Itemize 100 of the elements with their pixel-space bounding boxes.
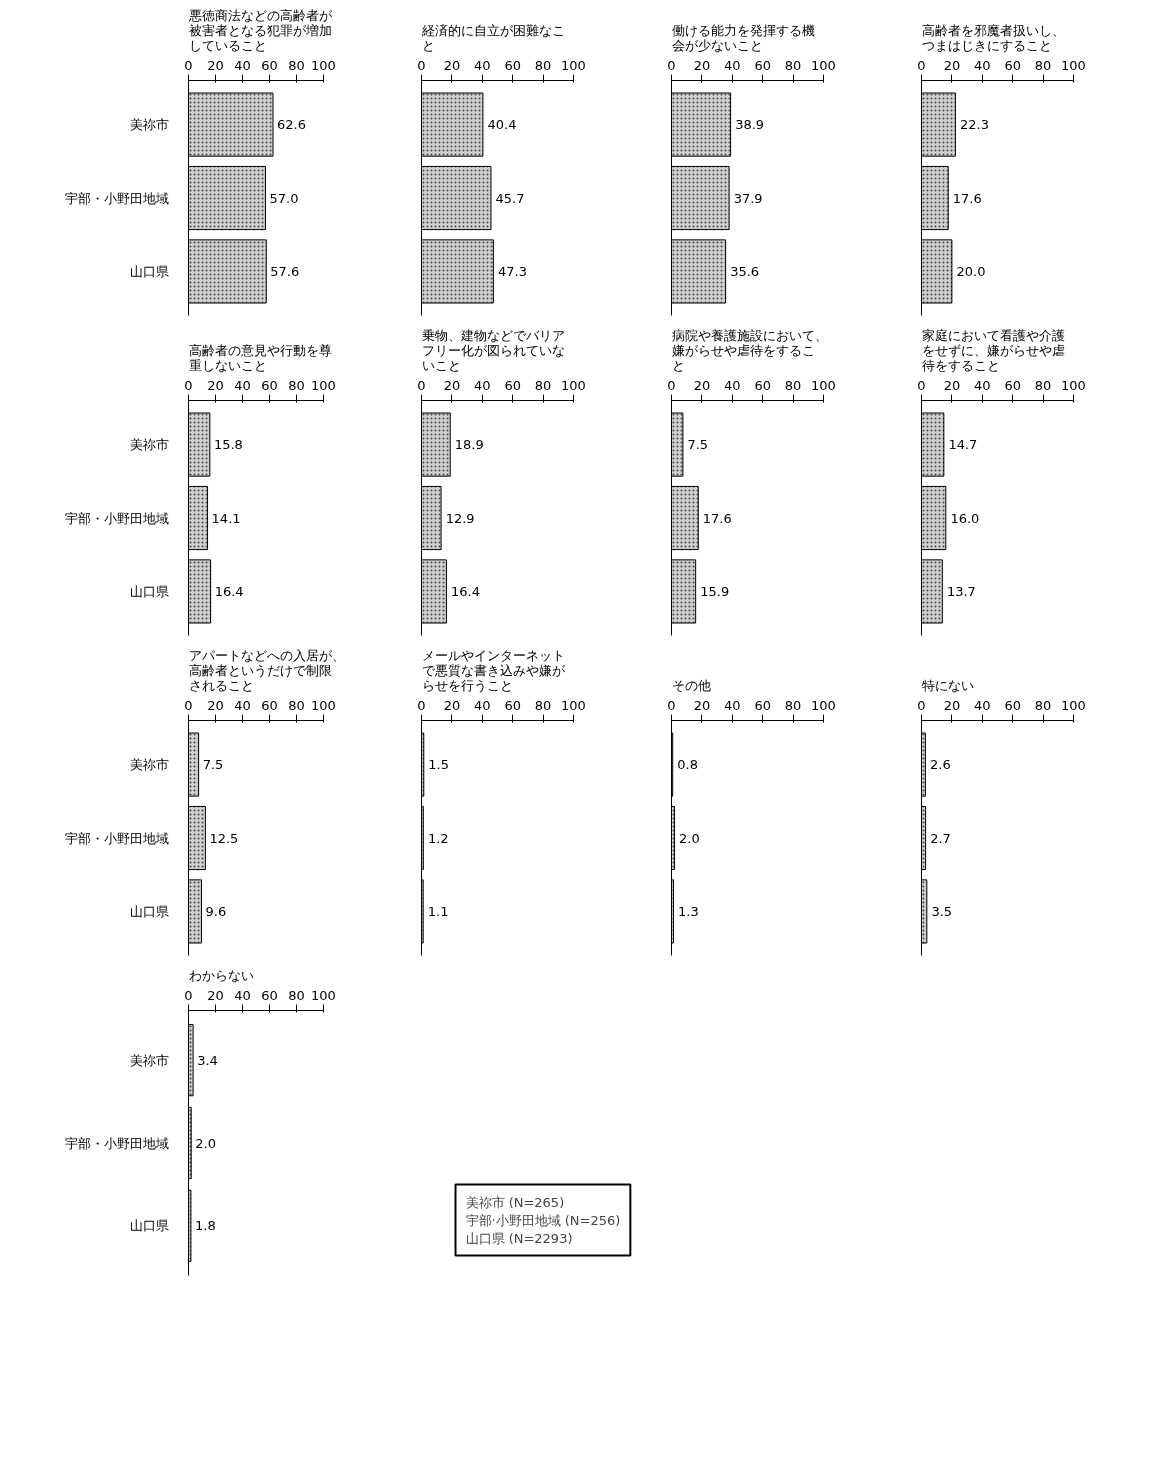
x-tick-label: 20: [943, 377, 961, 393]
x-tick-label: 0: [184, 377, 193, 393]
x-tick-label: 0: [917, 57, 926, 73]
data-label: 22.3: [959, 117, 989, 133]
y-tick-label: 美祢市: [129, 1052, 169, 1068]
y-tick-label: 山口県: [129, 1218, 169, 1234]
data-label: 2.6: [930, 757, 951, 773]
x-tick-label: 0: [417, 697, 426, 713]
x-tick-label: 20: [693, 377, 711, 393]
chart-title: 特にない: [921, 677, 974, 693]
x-tick-label: 80: [534, 377, 552, 393]
x-tick-label: 20: [443, 377, 461, 393]
x-tick-label: 80: [534, 57, 552, 73]
x-tick-label: 20: [943, 697, 961, 713]
y-tick-label: 宇部・小野田地域: [64, 190, 169, 206]
chart-title: 病院や養護施設において、嫌がらせや虐待をすること: [671, 327, 828, 373]
data-label: 40.4: [487, 117, 517, 133]
data-label: 20.0: [956, 263, 986, 279]
x-tick-label: 40: [974, 377, 991, 393]
data-label: 35.6: [730, 263, 760, 279]
data-label: 12.9: [445, 510, 475, 526]
x-tick-label: 40: [234, 697, 251, 713]
chart-title: 高齢者を邪魔者扱いし、つまはじきにすること: [921, 22, 1065, 53]
x-tick-label: 20: [207, 697, 224, 713]
y-tick-label: 美祢市: [129, 117, 169, 133]
x-tick-label: 20: [693, 57, 711, 73]
data-label: 1.3: [678, 903, 699, 919]
data-label: 45.7: [495, 190, 525, 206]
x-tick-label: 100: [811, 57, 836, 73]
x-tick-label: 80: [288, 987, 305, 1003]
chart-title: わからない: [188, 967, 254, 983]
x-tick-label: 40: [724, 377, 741, 393]
text: 山口県 (N=2293): [465, 1230, 573, 1246]
x-tick-label: 0: [184, 697, 193, 713]
y-tick-label: 美祢市: [129, 437, 169, 453]
x-tick-label: 100: [561, 697, 586, 713]
chart-title: 家庭において看護や介護をせずに、嫌がらせや虐待をすること: [921, 327, 1065, 373]
x-tick-label: 60: [261, 697, 278, 713]
x-tick-label: 80: [1034, 57, 1052, 73]
chart-title: アパートなどへの入居が、高齢者というだけで制限されること: [188, 647, 345, 693]
data-label: 16.4: [214, 583, 244, 599]
chart-title: 悪徳商法などの高齢者が被害者となる犯罪が増加していること: [187, 7, 333, 53]
x-tick-label: 20: [943, 57, 961, 73]
x-tick-label: 80: [288, 57, 305, 73]
x-tick-label: 20: [443, 697, 461, 713]
x-tick-label: 0: [417, 57, 426, 73]
data-label: 2.0: [679, 830, 700, 846]
data-label: 16.4: [450, 583, 480, 599]
x-tick-label: 80: [288, 697, 305, 713]
x-tick-label: 80: [1034, 377, 1052, 393]
chart-title: 働ける能力を発揮する機会が少ないこと: [671, 22, 815, 53]
x-tick-label: 80: [1034, 697, 1052, 713]
chart-title: メールやインターネットで悪質な書き込みや嫌がらせを行うこと: [421, 647, 566, 693]
x-tick-label: 80: [288, 377, 305, 393]
x-tick-label: 40: [474, 57, 491, 73]
text: 宇部·小野田地域 (N=256): [465, 1212, 621, 1228]
x-tick-label: 100: [811, 377, 836, 393]
x-tick-label: 100: [811, 697, 836, 713]
data-label: 13.7: [946, 583, 976, 599]
data-label: 38.9: [735, 117, 765, 133]
text: 美祢市 (N=265): [465, 1194, 565, 1210]
x-tick-label: 100: [1061, 697, 1086, 713]
y-tick-label: 山口県: [129, 583, 169, 599]
x-tick-label: 100: [1061, 377, 1086, 393]
x-tick-label: 100: [1061, 57, 1086, 73]
y-tick-label: 宇部・小野田地域: [64, 830, 169, 846]
x-tick-label: 20: [207, 57, 224, 73]
x-tick-label: 60: [504, 57, 521, 73]
x-tick-label: 0: [667, 377, 676, 393]
data-label: 7.5: [202, 757, 224, 773]
data-label: 2.0: [195, 1135, 216, 1151]
x-tick-label: 60: [754, 377, 771, 393]
data-label: 1.2: [427, 830, 449, 846]
x-tick-label: 60: [1004, 377, 1021, 393]
y-tick-label: 宇部・小野田地域: [64, 1135, 169, 1151]
x-tick-label: 100: [311, 987, 336, 1003]
x-tick-label: 40: [474, 697, 491, 713]
data-label: 3.5: [931, 903, 953, 919]
data-label: 57.6: [270, 263, 300, 279]
x-tick-label: 0: [917, 697, 926, 713]
x-tick-label: 0: [667, 57, 676, 73]
chart-title: 乗物、建物などでバリアフリー化が図られていないこと: [421, 327, 565, 373]
x-tick-label: 100: [561, 377, 586, 393]
y-tick-label: 山口県: [129, 903, 169, 919]
data-label: 17.6: [952, 190, 982, 206]
data-label: 57.0: [269, 190, 299, 206]
data-label: 18.9: [454, 437, 484, 453]
x-tick-label: 0: [184, 987, 193, 1003]
x-tick-label: 40: [474, 377, 491, 393]
x-tick-label: 60: [1004, 57, 1021, 73]
data-label: 2.7: [930, 830, 951, 846]
x-tick-label: 40: [234, 377, 251, 393]
data-label: 1.1: [427, 903, 449, 919]
x-tick-label: 80: [784, 57, 802, 73]
x-tick-label: 60: [754, 697, 771, 713]
data-label: 14.7: [948, 437, 978, 453]
chart-title: 経済的に自立が困難なこと: [420, 22, 565, 53]
x-tick-label: 60: [261, 987, 278, 1003]
chart-title: その他: [671, 677, 711, 693]
data-label: 37.9: [733, 190, 763, 206]
